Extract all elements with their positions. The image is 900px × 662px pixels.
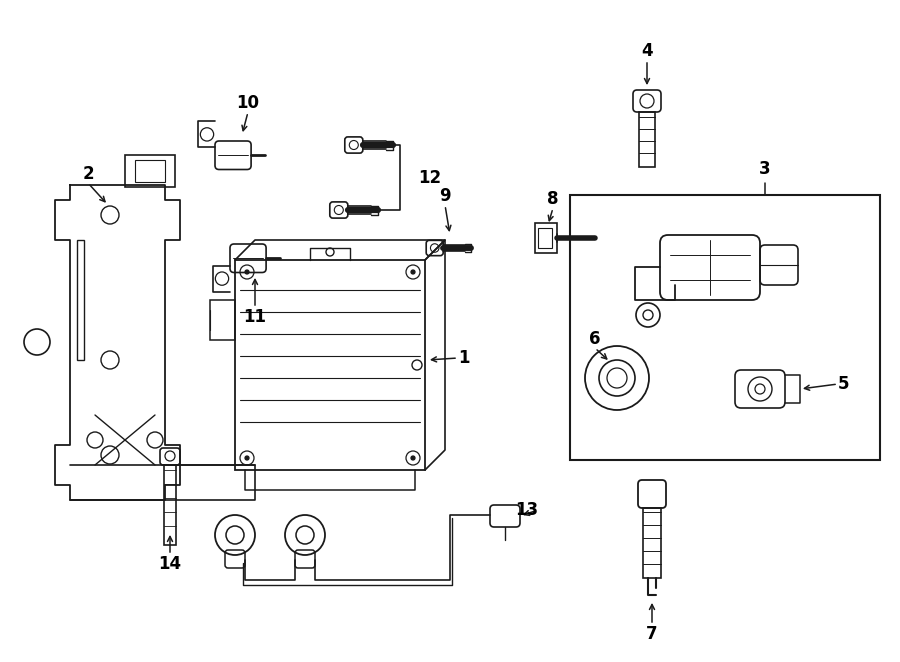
Text: 10: 10 — [237, 94, 259, 112]
Bar — [210, 300, 235, 340]
Bar — [125, 155, 175, 187]
Bar — [135, 160, 165, 182]
Text: 3: 3 — [760, 160, 770, 178]
Text: 2: 2 — [82, 165, 94, 183]
Bar — [164, 465, 176, 545]
Circle shape — [245, 456, 249, 460]
Text: 6: 6 — [590, 330, 601, 348]
Text: 9: 9 — [439, 187, 451, 205]
Bar — [570, 195, 880, 460]
Bar — [643, 508, 661, 578]
Circle shape — [411, 456, 415, 460]
Text: 4: 4 — [641, 42, 652, 60]
Text: 5: 5 — [838, 375, 850, 393]
Bar — [538, 228, 552, 248]
Text: 11: 11 — [244, 308, 266, 326]
Text: 13: 13 — [515, 501, 538, 519]
Circle shape — [411, 270, 415, 274]
Bar — [535, 223, 557, 253]
Text: 14: 14 — [158, 555, 182, 573]
Text: 7: 7 — [646, 625, 658, 643]
Text: 1: 1 — [458, 349, 470, 367]
Bar — [639, 112, 655, 167]
Bar — [235, 260, 425, 470]
Text: 12: 12 — [418, 169, 441, 187]
Circle shape — [245, 270, 249, 274]
Bar — [77, 240, 84, 360]
Text: 8: 8 — [547, 190, 559, 208]
